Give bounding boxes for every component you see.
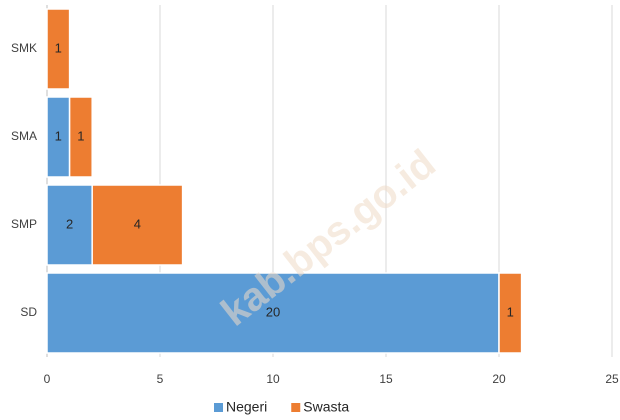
bar-segment [46,272,500,354]
data-label: 1 [55,128,62,143]
bar-segment [46,184,93,266]
x-tick-label: 0 [44,372,51,386]
data-label: 2 [66,216,73,231]
y-tick-label: SD [20,305,37,319]
data-label: 1 [55,40,62,55]
x-tick-label: 15 [379,372,393,386]
data-label: 1 [507,304,514,319]
x-tick-label: 10 [266,372,280,386]
data-label: 20 [266,304,280,319]
legend-label: Negeri [226,399,267,415]
bar-segment [46,8,71,90]
y-tick-label: SMA [11,129,37,143]
x-tick-label: 5 [157,372,164,386]
legend-swatch [291,403,301,412]
data-label: 4 [134,216,141,231]
x-tick-label: 20 [492,372,506,386]
bar-segment [91,184,184,266]
y-tick-label: SMK [11,41,37,55]
legend-swatch [214,403,223,412]
data-label: 1 [77,128,84,143]
y-tick-label: SMP [11,217,37,231]
bar-segment [498,272,523,354]
legend-label: Swasta [303,399,349,415]
x-tick-label: 25 [605,372,619,386]
bar-segment [68,96,93,178]
